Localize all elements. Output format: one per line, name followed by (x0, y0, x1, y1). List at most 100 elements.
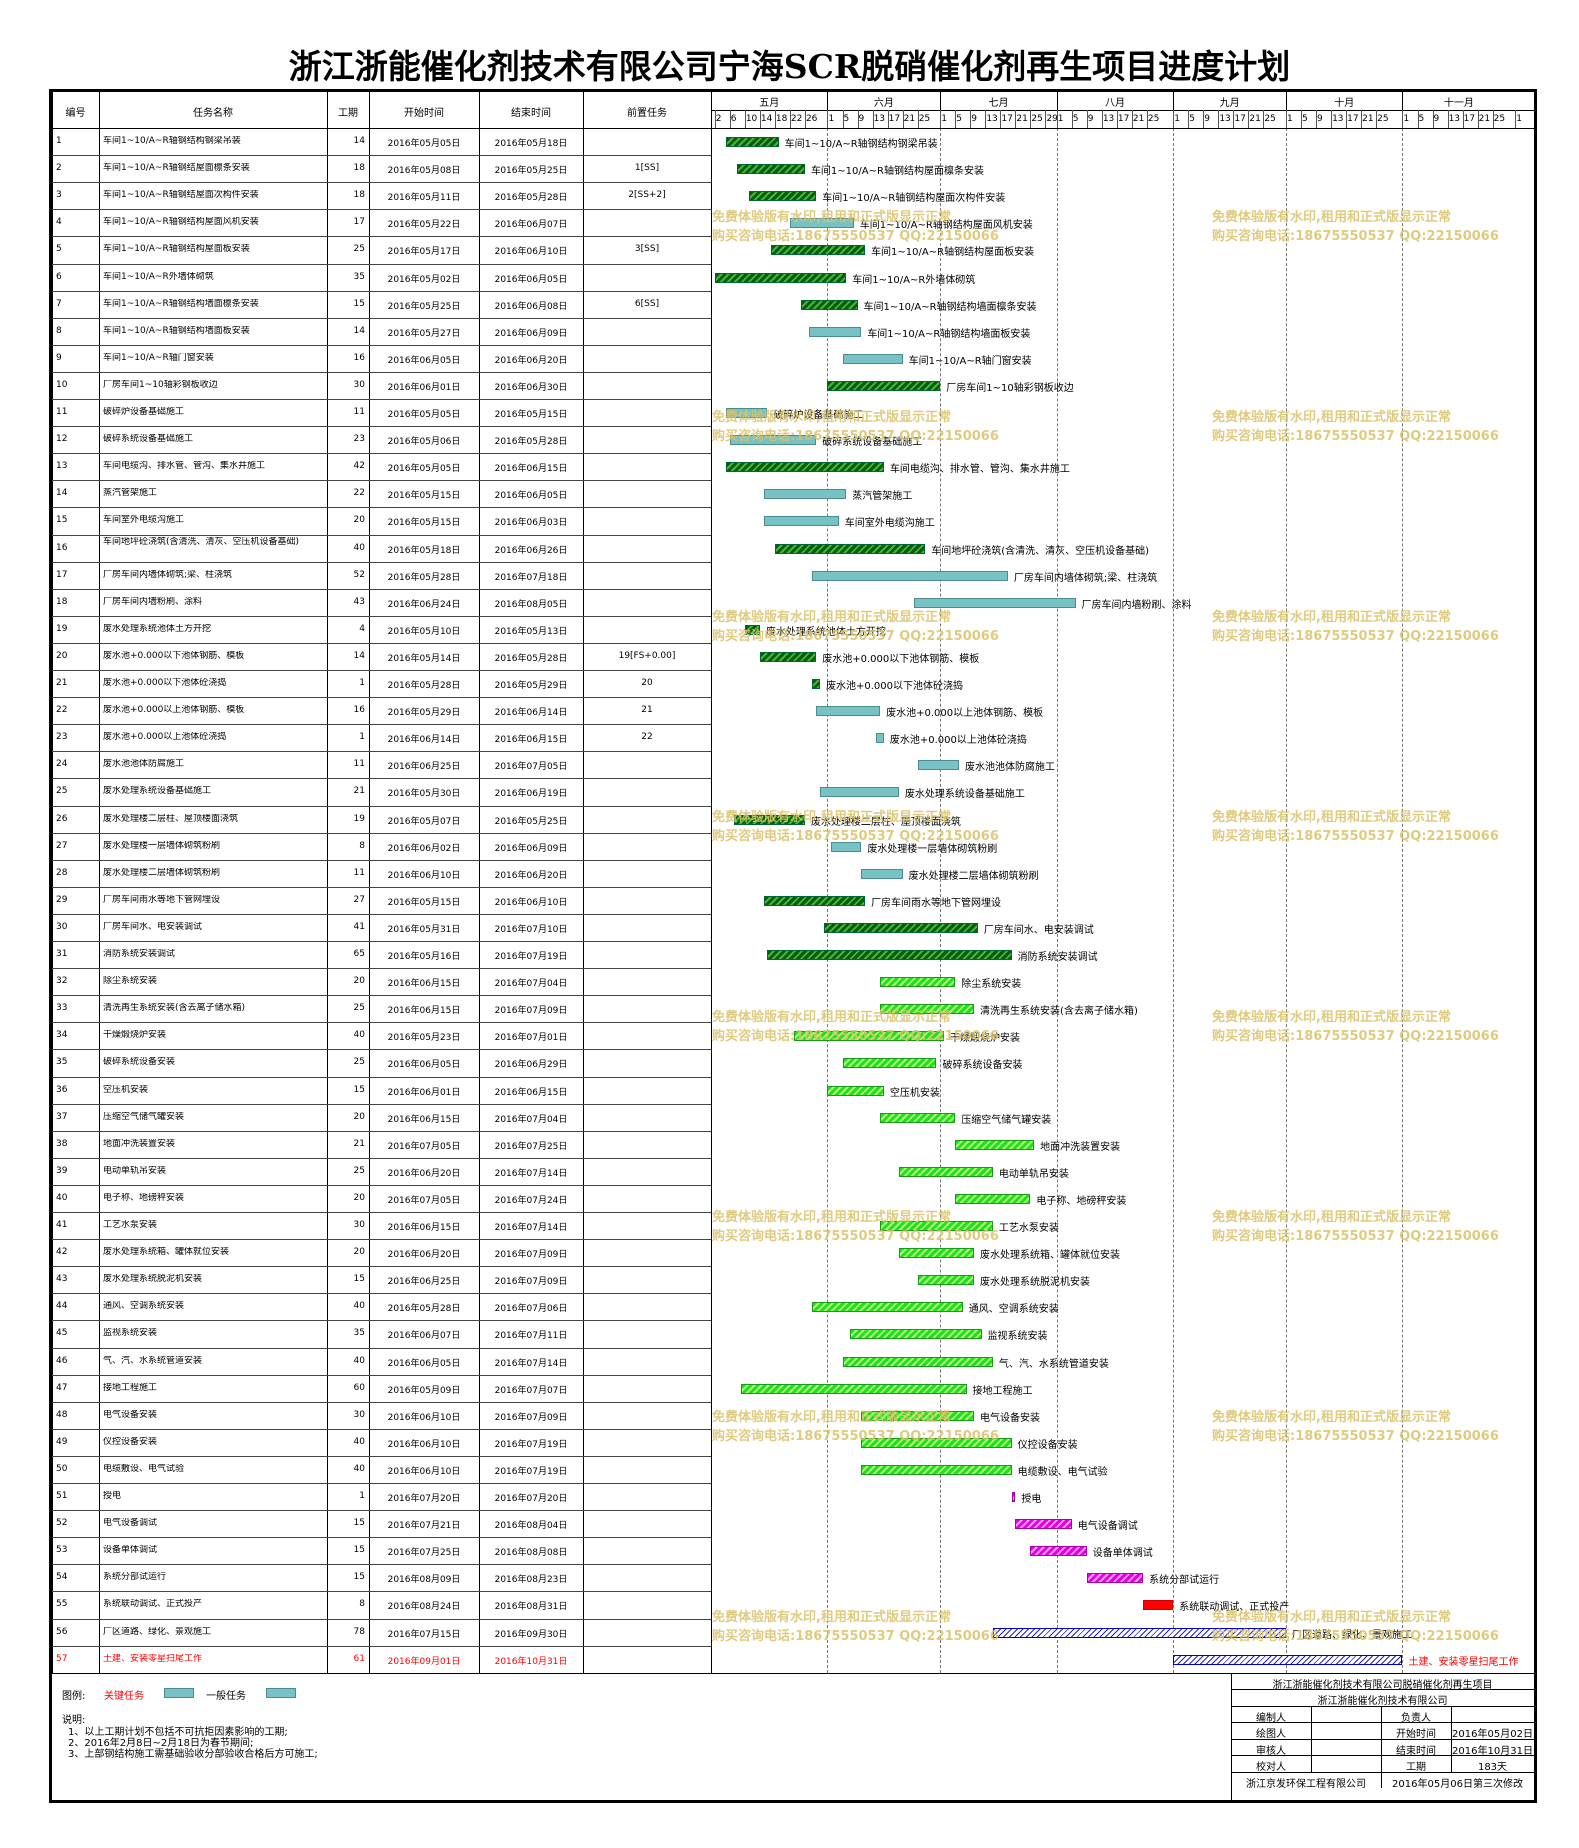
gantt-bar (1173, 1654, 1403, 1665)
watermark: 免费体验版有水印,租用和正式版显示正常 购买咨询电话:18675550537 QQ… (712, 1208, 999, 1246)
task-end: 2016年07月18日 (494, 572, 568, 583)
task-name: 系统联动调试、正式投产 (103, 1599, 203, 1610)
task-start: 2016年06月25日 (387, 1277, 461, 1288)
task-end: 2016年06月09日 (494, 843, 568, 854)
gantt-bar-label: 系统联动调试、正式投产 (1179, 1602, 1290, 1614)
task-id: 6 (56, 271, 62, 282)
task-start: 2016年05月05日 (387, 410, 461, 420)
watermark: 免费体验版有水印,租用和正式版显示正常 购买咨询电话:18675550537 QQ… (1212, 208, 1499, 246)
day-tick (1346, 110, 1348, 128)
task-name: 蒸汽管架施工 (103, 488, 158, 499)
task-start: 2016年06月24日 (387, 599, 461, 610)
task-start: 2016年08月09日 (387, 1575, 461, 1586)
gantt-bar (917, 1275, 975, 1286)
task-duration: 41 (353, 921, 365, 932)
task-name: 车间电缆沟、排水管、管沟、集水井施工 (103, 461, 266, 472)
task-duration: 15 (353, 1274, 365, 1285)
task-name: 电气设备调试 (103, 1518, 158, 1529)
task-name: 通风、空调系统安装 (103, 1301, 185, 1312)
day-tick-label: 5 (956, 114, 962, 124)
watermark: 免费体验版有水印,租用和正式版显示正常 购买咨询电话:18675550537 QQ… (712, 1408, 999, 1446)
row-line (52, 371, 711, 373)
task-end: 2016年06月19日 (494, 789, 568, 800)
gantt-bar-label: 废水池池体防腐施工 (965, 762, 1056, 774)
task-id: 25 (56, 786, 68, 797)
task-name: 废水处理楼二层柱、屋顶楼面浇筑 (103, 813, 239, 824)
task-name: 电缆敷设、电气试验 (103, 1463, 185, 1474)
column-line (327, 92, 328, 1673)
task-end: 2016年05月13日 (494, 626, 568, 637)
row-line (52, 209, 711, 211)
task-name: 破碎系统设备基础施工 (103, 434, 194, 445)
task-duration: 42 (353, 461, 365, 472)
gantt-bar (726, 462, 884, 473)
task-name: 废水处理系统池体土方开挖 (103, 623, 212, 634)
task-end: 2016年07月09日 (494, 1250, 568, 1261)
task-start: 2016年06月10日 (387, 870, 461, 881)
task-name: 厂区道路、绿化、景观施工 (103, 1626, 212, 1637)
task-duration: 15 (353, 1545, 365, 1556)
row-line (52, 1618, 711, 1620)
task-start: 2016年05月28日 (387, 572, 461, 583)
column-line (369, 92, 370, 1673)
watermark-line: 免费体验版有水印,租用和正式版显示正常 (712, 610, 951, 625)
day-tick (1015, 110, 1017, 128)
page-title: 浙江浙能催化剂技术有限公司宁海SCR脱硝催化剂再生项目进度计划 (288, 47, 1291, 86)
gantt-bar-label: 电子称、地磅秤安装 (1036, 1195, 1127, 1207)
task-end: 2016年07月20日 (494, 1494, 568, 1504)
gantt-bar-label: 土建、安装零星扫尾工作 (1408, 1656, 1519, 1668)
legend-critical-swatch (164, 1687, 194, 1698)
gantt-bar-label: 废水处理楼二层柱、屋顶楼面浇筑 (810, 816, 961, 828)
task-id: 4 (56, 217, 62, 228)
day-tick-label: 13 (1332, 114, 1344, 124)
title-block-cell: 绘图人 (1256, 1729, 1286, 1741)
day-tick-label: 17 (1117, 114, 1130, 124)
task-end: 2016年06月08日 (494, 301, 568, 312)
task-name: 系统分部试运行 (103, 1572, 167, 1583)
gantt-bar-label: 气、汽、水系统管道安装 (998, 1358, 1109, 1370)
day-tick-label: 21 (1016, 114, 1028, 124)
task-start: 2016年07月15日 (387, 1629, 461, 1640)
day-tick (1086, 110, 1088, 128)
row-line (52, 724, 711, 726)
task-name: 废水池+0.000以上池体砼浇捣 (103, 732, 227, 743)
day-tick-label: 1 (1516, 114, 1522, 124)
title-block-cell: 审核人 (1256, 1745, 1286, 1757)
gantt-bar (726, 408, 768, 418)
task-end: 2016年08月05日 (494, 599, 568, 610)
gantt-bar-label: 车间1~10/A~R轴门窗安装 (908, 355, 1032, 367)
gantt-bar (1086, 1573, 1144, 1584)
row-line (52, 913, 711, 915)
day-tick (1146, 110, 1148, 128)
task-start: 2016年05月02日 (387, 274, 461, 285)
day-tick-label: 1 (941, 114, 947, 124)
day-tick (902, 110, 904, 128)
task-end: 2016年07月04日 (494, 979, 568, 990)
day-tick-label: 17 (1234, 114, 1246, 124)
day-tick-label: 9 (971, 114, 978, 124)
task-end: 2016年06月20日 (494, 355, 568, 366)
task-id: 20 (56, 650, 68, 661)
month-label: 九月 (1219, 98, 1240, 109)
task-id: 52 (56, 1518, 68, 1529)
gantt-bar-label: 压缩空气储气罐安装 (961, 1114, 1052, 1126)
task-predecessor: 3[SS] (634, 244, 660, 255)
task-start: 2016年06月15日 (387, 979, 461, 990)
task-end: 2016年06月05日 (494, 274, 568, 285)
task-duration: 15 (353, 1084, 365, 1095)
task-name: 设备单体调试 (103, 1545, 158, 1556)
gantt-bar-label: 通风、空调系统安装 (968, 1304, 1059, 1316)
task-start: 2016年07月05日 (387, 1195, 461, 1206)
gantt-bar (850, 1329, 982, 1340)
task-name: 车间1~10/A~R轴钢结构钢梁吊装 (103, 136, 241, 146)
gantt-bar (737, 164, 805, 175)
row-line (52, 778, 711, 780)
gantt-bar-label: 蒸汽管架施工 (852, 491, 913, 503)
task-id: 32 (56, 976, 68, 987)
title-block-cell: 结束时间 (1396, 1745, 1436, 1757)
task-id: 31 (56, 949, 68, 959)
task-duration: 40 (353, 1030, 365, 1041)
task-start: 2016年05月07日 (387, 816, 461, 827)
watermark: 免费体验版有水印,租用和正式版显示正常 购买咨询电话:18675550537 QQ… (712, 408, 999, 446)
title-block-left-line (1231, 1672, 1232, 1802)
